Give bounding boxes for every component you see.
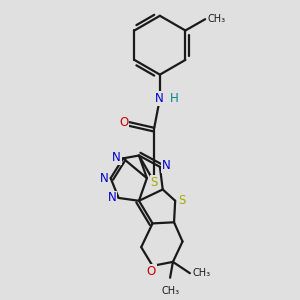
Text: S: S <box>178 194 186 207</box>
Text: N: N <box>112 151 121 164</box>
Text: N: N <box>107 191 116 205</box>
Text: N: N <box>154 92 163 105</box>
Text: N: N <box>100 172 108 185</box>
Text: CH₃: CH₃ <box>161 286 179 296</box>
Text: N: N <box>162 159 171 172</box>
Text: H: H <box>170 92 179 105</box>
Text: O: O <box>119 116 128 129</box>
Text: CH₃: CH₃ <box>192 268 210 278</box>
Text: CH₃: CH₃ <box>207 14 226 24</box>
Text: O: O <box>147 265 156 278</box>
Text: S: S <box>151 176 158 189</box>
